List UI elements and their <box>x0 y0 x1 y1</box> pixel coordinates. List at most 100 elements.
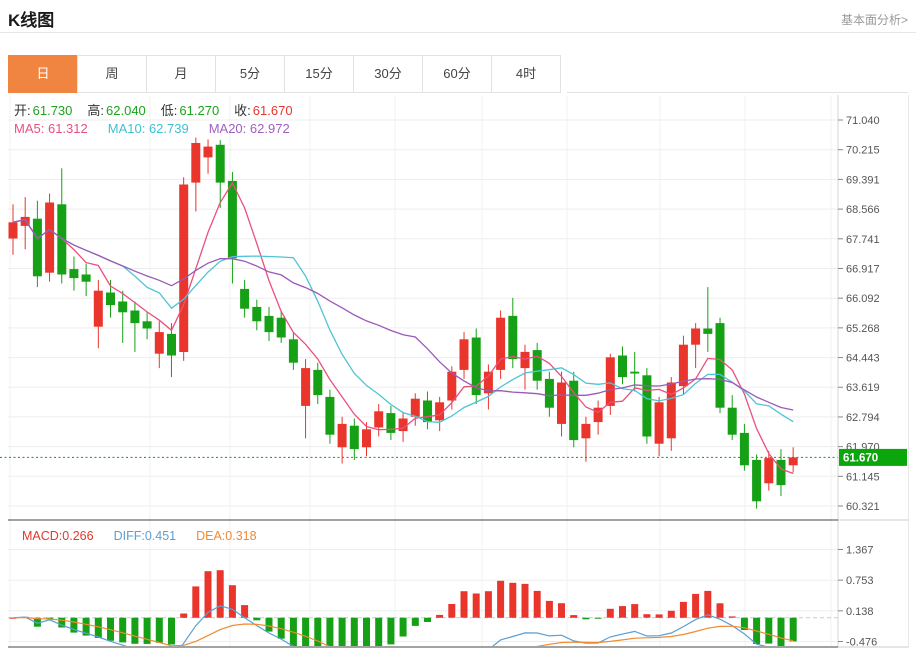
ohlc-legend: 开: 61.730 高: 62.040 低: 61.270 收: 61.670 <box>14 100 293 119</box>
tab-5min[interactable]: 5分 <box>215 55 285 93</box>
ma10-value: 62.739 <box>148 121 189 136</box>
candle-body <box>130 310 140 324</box>
dea-line <box>12 616 794 646</box>
candle-body <box>727 407 737 435</box>
macd-bar <box>545 600 553 618</box>
candle-body <box>362 429 371 448</box>
candle-body <box>569 380 579 441</box>
low-item: 低: 61.270 <box>161 100 219 119</box>
macd-bar <box>631 604 639 618</box>
close-item: 收: 61.670 <box>234 100 292 119</box>
fundamental-analysis-link[interactable]: 基本面分析> <box>840 13 908 27</box>
tab-30min[interactable]: 30分 <box>353 55 423 93</box>
candle-body <box>374 411 384 428</box>
macd-bar <box>192 586 200 618</box>
macd-bar <box>448 604 456 618</box>
macd-bar <box>667 610 675 618</box>
macd-bar <box>460 591 468 618</box>
candle-body <box>666 382 676 439</box>
high-label: 高: <box>87 103 105 118</box>
macd-bar <box>155 617 163 643</box>
macd-bar <box>33 617 41 627</box>
candles <box>8 137 798 509</box>
candle-body <box>581 423 591 439</box>
candle-body <box>288 339 298 363</box>
tab-month[interactable]: 月 <box>146 55 216 93</box>
candle-body <box>142 321 152 329</box>
tab-15min[interactable]: 15分 <box>284 55 354 93</box>
candle-body <box>398 418 408 432</box>
candle-body <box>423 400 432 423</box>
tab-week[interactable]: 周 <box>77 55 147 93</box>
macd-bar <box>704 590 712 618</box>
ma5-label: MA5: <box>14 121 45 136</box>
svg-text:69.391: 69.391 <box>846 174 880 186</box>
macd-bar <box>777 617 785 646</box>
candle-body <box>715 323 725 408</box>
candle-body <box>69 269 79 279</box>
macd-bar <box>594 617 602 619</box>
candle-body <box>459 339 469 370</box>
macd-bar <box>204 571 212 618</box>
macd-bar <box>363 617 370 646</box>
candle-body <box>349 425 359 450</box>
macd-pane <box>9 570 797 646</box>
macd-bar <box>180 613 188 618</box>
macd-bar <box>94 617 102 638</box>
candle-body <box>630 371 640 374</box>
open-label: 开: <box>14 103 31 118</box>
macd-bar <box>375 617 383 646</box>
close-value: 61.670 <box>252 103 293 118</box>
macd-bar <box>619 606 626 618</box>
tab-day[interactable]: 日 <box>8 55 78 93</box>
ma20-label: MA20: <box>208 121 247 136</box>
candle-body <box>447 371 457 401</box>
macd-bar <box>716 603 724 618</box>
svg-text:67.741: 67.741 <box>846 234 880 246</box>
macd-bar <box>521 583 529 618</box>
candle-body <box>471 337 481 396</box>
macd-bar <box>533 590 541 618</box>
candle-body <box>788 457 798 466</box>
ma20-line <box>12 218 794 411</box>
svg-text:63.619: 63.619 <box>846 382 880 394</box>
candle-body <box>106 292 115 306</box>
ma10-label: MA10: <box>107 121 146 136</box>
candle-body <box>313 369 323 396</box>
candle-body <box>739 432 749 466</box>
macd-bar <box>436 614 444 618</box>
macd-bar <box>789 617 797 642</box>
macd-bar <box>679 601 687 618</box>
tab-60min[interactable]: 60分 <box>422 55 492 93</box>
macd-item: MACD:0.266 <box>22 529 94 543</box>
macd-bar <box>228 585 236 618</box>
candle-body <box>654 402 664 444</box>
macd-bar <box>265 617 273 632</box>
candle-body <box>752 459 762 502</box>
diff-value: 0.451 <box>144 529 177 543</box>
high-value: 62.040 <box>106 103 146 118</box>
macd-bar <box>582 617 590 620</box>
candle-body <box>435 402 445 421</box>
tab-4hour[interactable]: 4时 <box>491 55 561 93</box>
candle-body <box>8 222 18 239</box>
candle-body <box>191 143 201 183</box>
candle-body <box>325 396 335 435</box>
candle-body <box>93 290 103 327</box>
candle-body <box>264 315 274 333</box>
candle-body <box>57 204 67 275</box>
macd-bar <box>692 593 700 618</box>
candle-body <box>20 216 30 226</box>
ma-legend: MA5: 61.312 MA10: 62.739 MA20: 62.972 <box>14 121 290 136</box>
dea-value: 0.318 <box>225 529 257 543</box>
candle-body <box>496 317 506 370</box>
close-label: 收: <box>234 103 251 118</box>
macd-bar <box>655 614 663 618</box>
candle-body <box>167 333 176 356</box>
macd-bar <box>9 617 17 619</box>
macd-bar <box>314 617 322 646</box>
candle-body <box>301 368 311 406</box>
candle-body <box>252 306 262 322</box>
candle-body <box>179 184 189 352</box>
